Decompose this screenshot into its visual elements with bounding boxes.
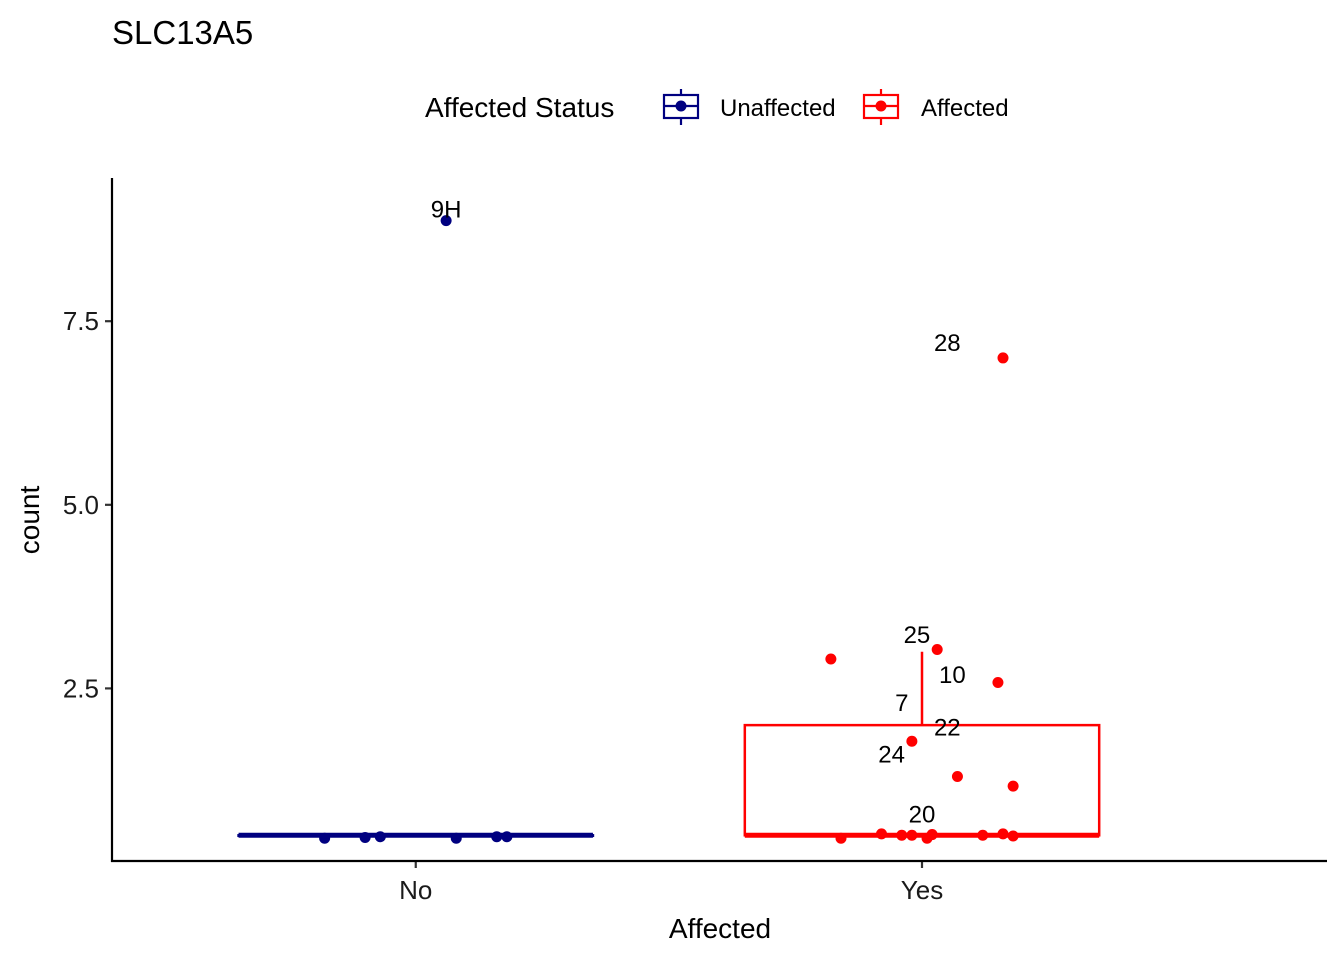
y-axis-ticks: 2.5 5.0 7.5 (63, 306, 112, 703)
boxplots (237, 651, 1101, 838)
boxplot-no (237, 832, 595, 838)
boxplot-yes (743, 651, 1101, 838)
chart-title: SLC13A5 (112, 14, 253, 51)
point-label: 9H (431, 197, 462, 224)
legend-title: Affected Status (425, 92, 614, 123)
data-point (450, 832, 462, 844)
data-point (906, 735, 918, 747)
data-point (951, 771, 963, 783)
data-point (926, 829, 938, 841)
point-label: 20 (909, 802, 936, 829)
x-tick-label: No (399, 875, 432, 905)
data-point (835, 832, 847, 844)
data-point (359, 831, 371, 843)
data-points (319, 215, 1019, 844)
data-point (992, 677, 1004, 689)
data-point (440, 215, 452, 227)
point-labels: 9H 28 25 10 7 22 24 20 (431, 197, 966, 829)
x-tick-label: Yes (901, 875, 943, 905)
data-point (491, 831, 503, 843)
y-tick-label: 2.5 (63, 673, 99, 703)
legend-key-unaffected (662, 89, 700, 125)
legend-label-affected: Affected (921, 95, 1009, 122)
point-label: 10 (939, 662, 966, 689)
point-label: 24 (878, 742, 905, 769)
data-point (931, 643, 943, 655)
data-point (977, 829, 989, 841)
data-point (374, 831, 386, 843)
legend-label-unaffected: Unaffected (720, 95, 836, 122)
data-point (906, 829, 918, 841)
data-point (1007, 830, 1019, 842)
data-point (997, 828, 1009, 840)
x-axis-title: Affected (669, 913, 771, 944)
point-label: 28 (934, 330, 961, 357)
x-axis-ticks: No Yes (399, 861, 943, 905)
data-point (997, 352, 1009, 364)
data-point (825, 653, 837, 665)
y-tick-label: 7.5 (63, 306, 99, 336)
data-point (501, 831, 513, 843)
data-point (896, 829, 908, 841)
data-point (319, 832, 331, 844)
y-axis-title: count (14, 486, 45, 555)
y-tick-label: 5.0 (63, 490, 99, 520)
point-label: 25 (904, 622, 931, 649)
legend-key-affected (862, 89, 900, 125)
point-label: 7 (895, 690, 908, 717)
legend: Affected Status Unaffected Affected (425, 89, 1009, 125)
data-point (1007, 780, 1019, 792)
point-label: 22 (934, 714, 961, 741)
data-point (876, 828, 887, 840)
